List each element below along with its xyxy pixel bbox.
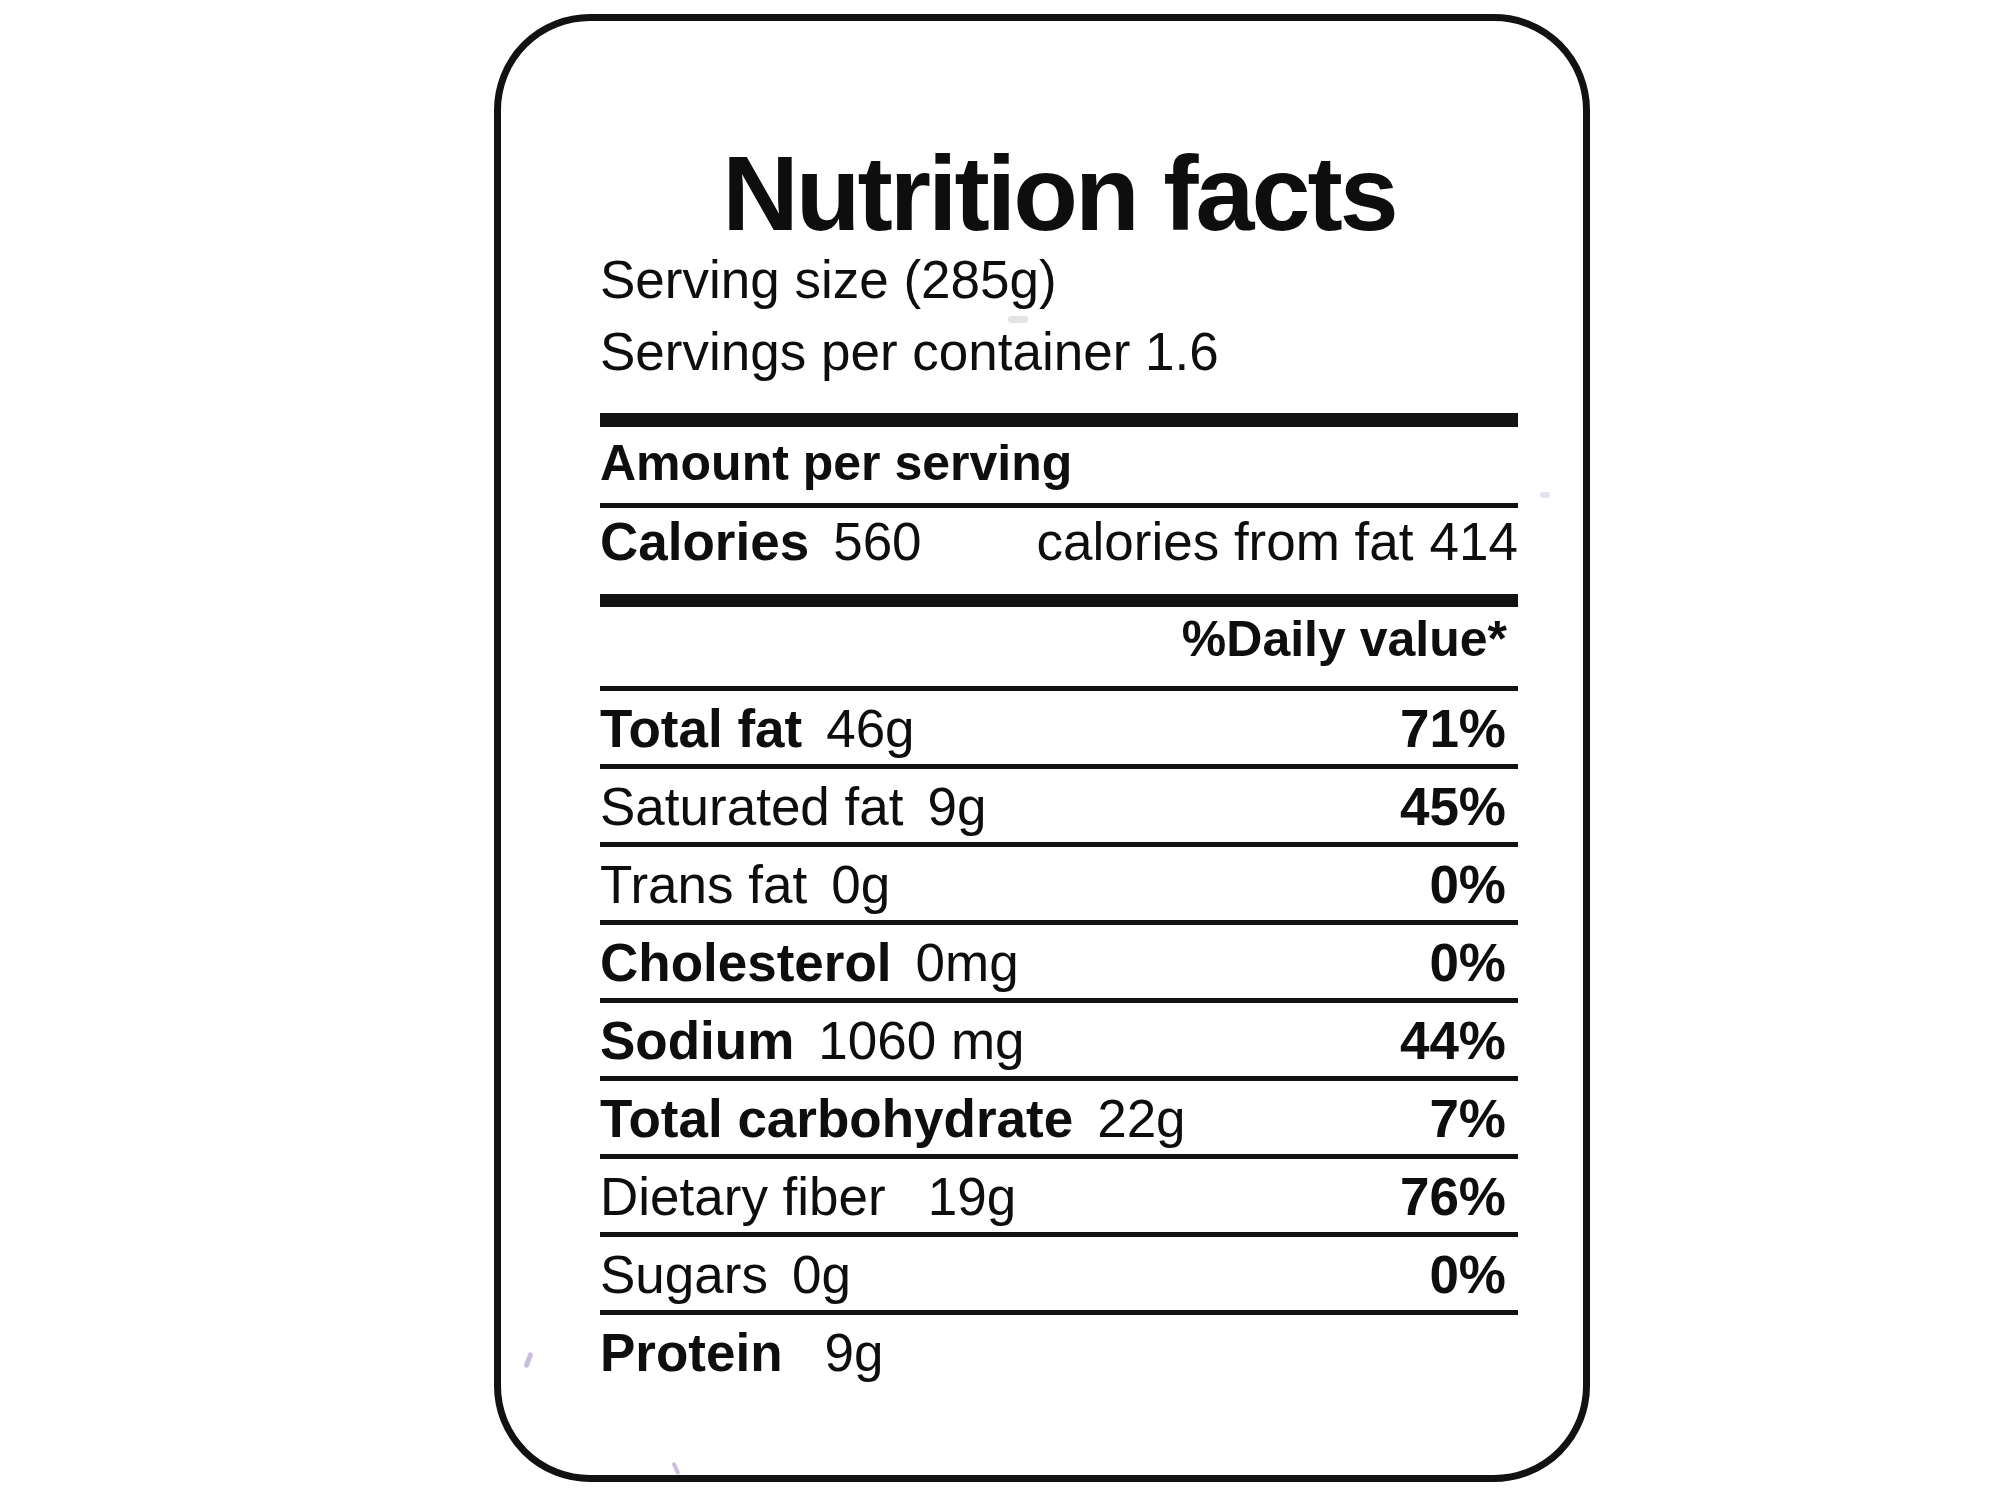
nutrient-cell: Total fat 46g (600, 702, 915, 764)
nutrient-amount: 1060 mg (818, 1011, 1024, 1070)
nutrient-cell: Saturated fat 9g (600, 780, 986, 842)
nutrient-name: Cholesterol (600, 933, 892, 992)
nutrient-row-saturated-fat: Saturated fat 9g 45% (600, 764, 1518, 842)
amount-per-serving-label: Amount per serving (600, 438, 1518, 488)
nutrient-name: Sodium (600, 1011, 794, 1070)
nutrient-daily-value: 71% (1400, 702, 1518, 764)
nutrient-cell: Sodium 1060 mg (600, 1014, 1025, 1076)
nutrient-amount: 22g (1097, 1089, 1185, 1148)
nutrient-daily-value: 76% (1400, 1170, 1518, 1232)
calories-value: 560 (833, 512, 921, 571)
nutrient-daily-value: 0% (1429, 858, 1518, 920)
nutrient-row-trans-fat: Trans fat 0g 0% (600, 842, 1518, 920)
calories-label: Calories (600, 512, 809, 571)
nutrient-name: Total carbohydrate (600, 1089, 1073, 1148)
nutrient-name: Protein (600, 1323, 783, 1382)
nutrient-row-total-fat: Total fat 46g 71% (600, 686, 1518, 764)
nutrient-amount: 19g (928, 1167, 1016, 1226)
daily-value-header: %Daily value* (600, 614, 1518, 664)
nutrient-amount: 9g (927, 777, 986, 836)
nutrient-amount: 0g (831, 855, 890, 914)
nutrient-cell: Total carbohydrate 22g (600, 1092, 1186, 1154)
nutrient-daily-value: 45% (1400, 780, 1518, 842)
calories-row: Calories 560 calories from fat 414 (600, 515, 1518, 568)
thin-divider (600, 503, 1518, 508)
calories-from-fat-label: calories from fat (1037, 512, 1414, 571)
nutrition-title: Nutrition facts (600, 140, 1518, 246)
nutrient-name: Saturated fat (600, 777, 903, 836)
nutrient-name: Total fat (600, 699, 802, 758)
thick-separator-bar (600, 413, 1518, 427)
nutrient-name: Trans fat (600, 855, 807, 914)
nutrient-amount: 0mg (916, 933, 1019, 992)
nutrient-cell: Sugars 0g (600, 1248, 851, 1310)
nutrient-daily-value: 0% (1429, 1248, 1518, 1310)
nutrient-row-sugars: Sugars 0g 0% (600, 1232, 1518, 1310)
nutrient-daily-value: 7% (1429, 1092, 1518, 1154)
nutrient-cell: Protein 9g (600, 1326, 884, 1426)
nutrient-amount: 9g (825, 1323, 884, 1382)
nutrient-row-protein: Protein 9g (600, 1310, 1518, 1426)
nutrient-row-total-carbohydrate: Total carbohydrate 22g 7% (600, 1076, 1518, 1154)
nutrient-name: Dietary fiber (600, 1167, 886, 1226)
nutrient-daily-value: 44% (1400, 1014, 1518, 1076)
nutrient-name: Sugars (600, 1245, 768, 1304)
calories-from-fat-value: 414 (1430, 512, 1518, 571)
nutrient-cell: Trans fat 0g (600, 858, 890, 920)
nutrient-daily-value (1506, 1326, 1518, 1426)
calories-group: Calories 560 (600, 515, 922, 568)
nutrient-daily-value: 0% (1429, 936, 1518, 998)
thick-separator-bar (600, 594, 1518, 607)
nutrient-amount: 46g (826, 699, 914, 758)
nutrient-cell: Dietary fiber 19g (600, 1170, 1016, 1232)
nutrient-amount: 0g (792, 1245, 851, 1304)
nutrition-label: Nutrition facts Serving size (285g) Serv… (600, 14, 1518, 1482)
nutrient-table: Total fat 46g 71% Saturated fat 9g 45% Tra… (600, 686, 1518, 1426)
nutrient-cell: Cholesterol 0mg (600, 936, 1019, 998)
servings-per-container: Servings per container 1.6 (600, 325, 1518, 378)
nutrient-row-dietary-fiber: Dietary fiber 19g 76% (600, 1154, 1518, 1232)
nutrient-row-sodium: Sodium 1060 mg 44% (600, 998, 1518, 1076)
calories-from-fat-group: calories from fat 414 (1037, 515, 1518, 568)
serving-size: Serving size (285g) (600, 253, 1518, 306)
nutrient-row-cholesterol: Cholesterol 0mg 0% (600, 920, 1518, 998)
